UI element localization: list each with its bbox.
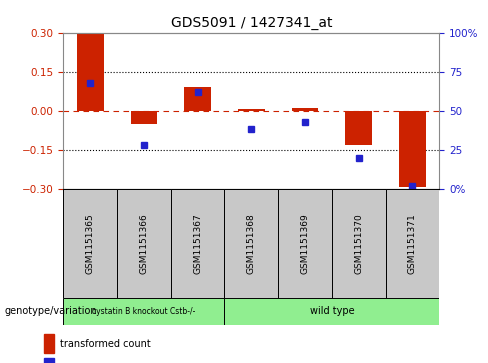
Text: GSM1151371: GSM1151371 bbox=[408, 213, 417, 274]
Bar bbox=[63, 189, 117, 298]
Bar bbox=[332, 189, 386, 298]
Text: GSM1151370: GSM1151370 bbox=[354, 213, 363, 274]
Bar bbox=[278, 189, 332, 298]
Bar bbox=[399, 111, 426, 187]
Text: GSM1151366: GSM1151366 bbox=[140, 213, 148, 274]
Bar bbox=[224, 189, 278, 298]
Bar bbox=[292, 108, 318, 111]
Bar bbox=[224, 298, 439, 325]
Bar bbox=[77, 33, 103, 111]
Bar bbox=[238, 109, 264, 111]
Bar bbox=[184, 87, 211, 111]
Title: GDS5091 / 1427341_at: GDS5091 / 1427341_at bbox=[171, 16, 332, 30]
Text: GSM1151368: GSM1151368 bbox=[247, 213, 256, 274]
Text: genotype/variation: genotype/variation bbox=[5, 306, 98, 316]
Text: transformed count: transformed count bbox=[60, 339, 150, 349]
Text: wild type: wild type bbox=[309, 306, 354, 316]
Bar bbox=[63, 298, 224, 325]
Bar bbox=[44, 359, 54, 363]
Text: GSM1151367: GSM1151367 bbox=[193, 213, 202, 274]
Text: GSM1151369: GSM1151369 bbox=[301, 213, 309, 274]
Bar bbox=[171, 189, 224, 298]
Bar bbox=[346, 111, 372, 144]
Bar bbox=[117, 189, 171, 298]
Text: GSM1151365: GSM1151365 bbox=[86, 213, 95, 274]
Bar bbox=[44, 334, 54, 353]
Text: cystatin B knockout Cstb-/-: cystatin B knockout Cstb-/- bbox=[92, 307, 196, 316]
Bar bbox=[386, 189, 439, 298]
Bar bbox=[131, 111, 157, 124]
